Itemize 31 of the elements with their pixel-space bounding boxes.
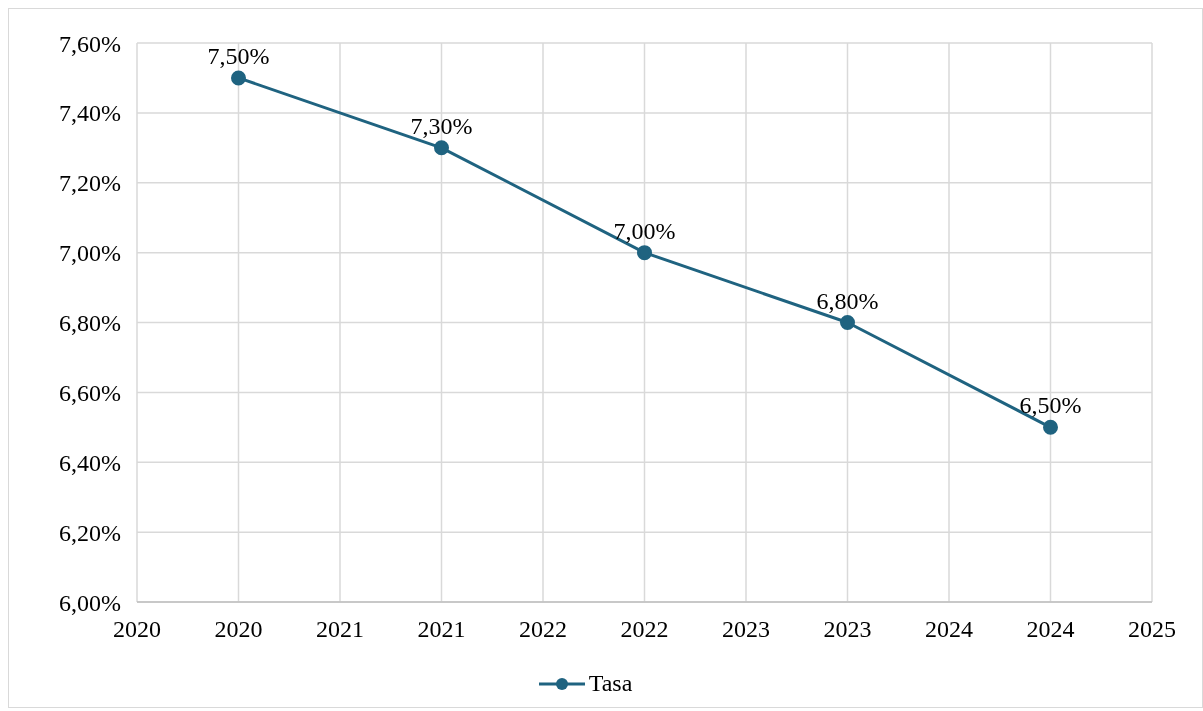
point [637,245,652,261]
data-label: 6,80% [816,287,879,314]
x-tick-label: 2025 [1128,616,1176,643]
x-tick-label: 2023 [823,616,872,643]
data-label: 6,50% [1019,392,1082,419]
point [231,70,246,86]
y-tick-label: 6,20% [59,519,121,546]
y-tick-label: 6,60% [59,379,121,406]
y-tick-label: 7,40% [59,100,121,127]
y-tick-label: 7,20% [59,170,121,197]
point [1043,419,1058,435]
point [434,140,449,156]
data-label: 7,50% [207,42,270,69]
point [840,315,855,330]
y-tick-label: 6,00% [59,589,121,616]
y-tick-label: 6,40% [59,449,121,476]
data-label: 7,30% [410,112,473,139]
x-tick-label: 2021 [316,616,364,643]
x-tick-label: 2022 [620,616,669,643]
x-tick-label: 2022 [519,616,567,643]
x-tick-label: 2023 [722,616,770,643]
x-tick-label: 2021 [417,616,466,643]
x-tick-label: 2024 [1026,616,1075,643]
legend-label: Tasa [588,670,633,697]
y-tick-label: 7,60% [59,30,121,57]
y-tick-label: 7,00% [59,240,121,267]
x-tick-label: 2020 [113,616,161,643]
data-label: 7,00% [613,217,676,244]
x-tick-label: 2020 [214,616,263,643]
x-tick-label: 2024 [925,616,973,643]
y-tick-label: 6,80% [59,310,121,337]
